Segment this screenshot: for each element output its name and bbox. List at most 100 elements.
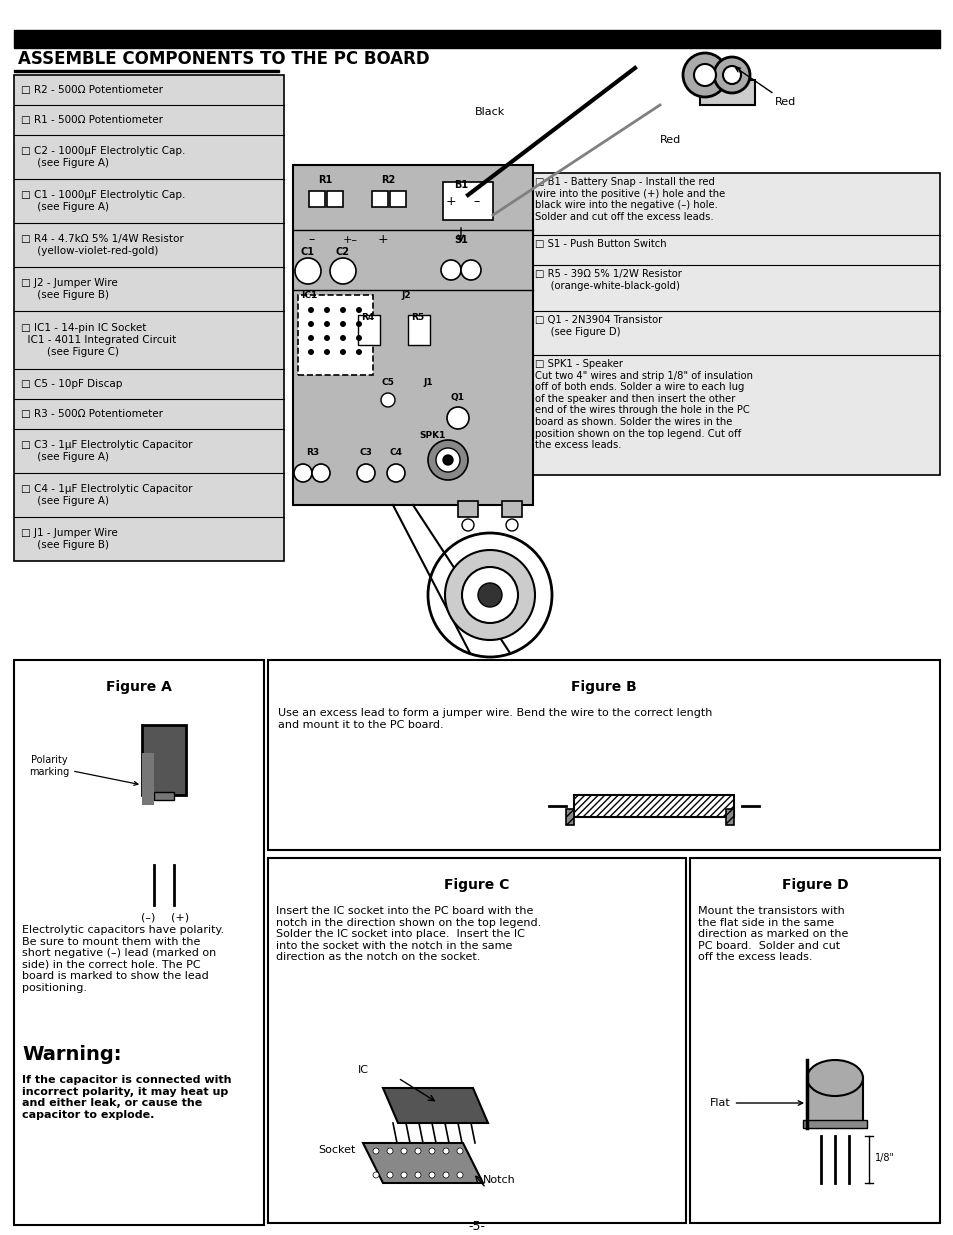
Bar <box>142 753 153 805</box>
Text: Electrolytic capacitors have polarity.
Be sure to mount them with the
short nega: Electrolytic capacitors have polarity. B… <box>22 925 224 993</box>
Text: □ B1 - Battery Snap - Install the red
wire into the positive (+) hole and the
bl: □ B1 - Battery Snap - Install the red wi… <box>535 177 724 222</box>
Text: Figure C: Figure C <box>444 878 509 892</box>
Circle shape <box>461 519 474 531</box>
Bar <box>390 191 406 207</box>
Text: □ R1 - 500Ω Potentiometer: □ R1 - 500Ω Potentiometer <box>21 115 163 125</box>
Bar <box>268 659 939 850</box>
Text: B1: B1 <box>454 180 468 190</box>
Text: Flat: Flat <box>709 1098 801 1108</box>
Circle shape <box>447 408 469 429</box>
Bar <box>14 75 284 561</box>
Bar <box>14 30 939 48</box>
Bar <box>293 165 533 505</box>
Text: IC: IC <box>357 1065 369 1074</box>
Text: Figure D: Figure D <box>781 878 847 892</box>
Text: Q1: Q1 <box>451 393 464 403</box>
Circle shape <box>324 308 330 312</box>
Circle shape <box>387 464 405 482</box>
Circle shape <box>373 1149 378 1153</box>
Circle shape <box>693 64 716 86</box>
Circle shape <box>312 464 330 482</box>
Text: □ IC1 - 14-pin IC Socket
  IC1 - 4011 Integrated Circuit
        (see Figure C): □ IC1 - 14-pin IC Socket IC1 - 4011 Inte… <box>21 324 176 357</box>
Circle shape <box>324 335 330 341</box>
Text: (–): (–) <box>141 911 155 923</box>
Circle shape <box>324 350 330 354</box>
Text: C4: C4 <box>389 448 402 457</box>
Circle shape <box>355 335 361 341</box>
Text: SPK1: SPK1 <box>419 431 446 440</box>
Bar <box>725 809 733 825</box>
Bar <box>153 792 173 800</box>
Text: J1: J1 <box>423 378 433 387</box>
Text: C3: C3 <box>359 448 372 457</box>
Bar <box>802 1120 866 1128</box>
Text: R4: R4 <box>361 312 375 322</box>
Text: C1: C1 <box>301 247 314 257</box>
Text: □ R3 - 500Ω Potentiometer: □ R3 - 500Ω Potentiometer <box>21 409 163 419</box>
Circle shape <box>339 350 346 354</box>
Text: R1: R1 <box>317 175 332 185</box>
Text: □ C1 - 1000μF Electrolytic Cap.
     (see Figure A): □ C1 - 1000μF Electrolytic Cap. (see Fig… <box>21 190 185 211</box>
Circle shape <box>444 550 535 640</box>
Circle shape <box>324 321 330 327</box>
Text: Black: Black <box>475 107 504 117</box>
Polygon shape <box>363 1144 482 1183</box>
Text: 1/8": 1/8" <box>874 1153 894 1163</box>
Text: Figure B: Figure B <box>571 680 637 694</box>
Text: Red: Red <box>735 68 796 107</box>
Circle shape <box>722 65 740 84</box>
Text: Figure A: Figure A <box>106 680 172 694</box>
Bar <box>700 80 754 105</box>
Circle shape <box>380 393 395 408</box>
Text: Use an excess lead to form a jumper wire. Bend the wire to the correct length
an: Use an excess lead to form a jumper wire… <box>277 708 712 730</box>
Text: ASSEMBLE COMPONENTS TO THE PC BOARD: ASSEMBLE COMPONENTS TO THE PC BOARD <box>18 49 429 68</box>
Bar <box>689 858 939 1223</box>
Bar <box>408 315 430 345</box>
Text: –: – <box>473 195 478 207</box>
Circle shape <box>505 519 517 531</box>
Circle shape <box>387 1149 393 1153</box>
Circle shape <box>436 448 459 472</box>
Text: Notch: Notch <box>482 1174 516 1186</box>
Text: □ C5 - 10pF Discap: □ C5 - 10pF Discap <box>21 379 122 389</box>
Text: –: – <box>308 233 314 246</box>
Circle shape <box>682 53 726 98</box>
Bar <box>806 1078 862 1128</box>
Circle shape <box>308 308 314 312</box>
Circle shape <box>339 335 346 341</box>
Text: S1: S1 <box>454 235 468 245</box>
Text: C5: C5 <box>381 378 394 387</box>
Text: +: + <box>377 233 388 246</box>
Circle shape <box>400 1172 407 1178</box>
Text: Socket: Socket <box>317 1145 355 1155</box>
Text: □ C2 - 1000μF Electrolytic Cap.
     (see Figure A): □ C2 - 1000μF Electrolytic Cap. (see Fig… <box>21 146 185 168</box>
Bar <box>357 315 379 345</box>
Circle shape <box>355 308 361 312</box>
Bar <box>530 173 939 475</box>
Circle shape <box>308 321 314 327</box>
Bar <box>327 191 343 207</box>
Text: J2: J2 <box>400 291 410 300</box>
Circle shape <box>294 464 312 482</box>
Text: +: + <box>446 195 456 207</box>
Text: □ R2 - 500Ω Potentiometer: □ R2 - 500Ω Potentiometer <box>21 85 163 95</box>
Bar <box>14 70 278 72</box>
Bar <box>142 725 186 795</box>
Circle shape <box>355 321 361 327</box>
Text: -5-: -5- <box>468 1220 485 1233</box>
Text: □ C3 - 1μF Electrolytic Capacitor
     (see Figure A): □ C3 - 1μF Electrolytic Capacitor (see F… <box>21 440 193 462</box>
Text: Red: Red <box>659 135 680 144</box>
Circle shape <box>400 1149 407 1153</box>
Circle shape <box>456 1149 462 1153</box>
Circle shape <box>429 1149 435 1153</box>
Text: □ J2 - Jumper Wire
     (see Figure B): □ J2 - Jumper Wire (see Figure B) <box>21 278 117 300</box>
Bar <box>574 795 733 818</box>
Bar <box>442 182 493 220</box>
Ellipse shape <box>806 1060 862 1095</box>
Text: □ SPK1 - Speaker
Cut two 4" wires and strip 1/8" of insulation
off of both ends.: □ SPK1 - Speaker Cut two 4" wires and st… <box>535 359 752 451</box>
Circle shape <box>294 258 320 284</box>
Bar <box>297 295 373 375</box>
Text: Warning:: Warning: <box>22 1045 121 1065</box>
Circle shape <box>373 1172 378 1178</box>
Circle shape <box>339 308 346 312</box>
